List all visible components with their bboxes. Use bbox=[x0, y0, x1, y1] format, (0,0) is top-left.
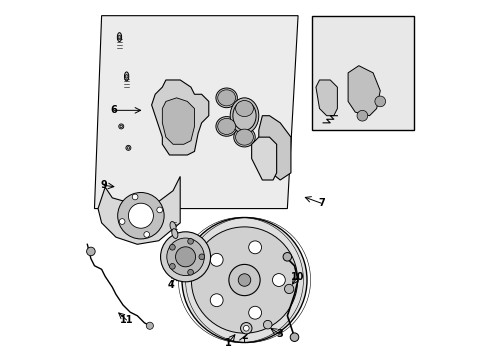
Ellipse shape bbox=[124, 72, 128, 81]
Text: 5: 5 bbox=[171, 241, 178, 251]
Circle shape bbox=[118, 193, 164, 239]
Text: 3: 3 bbox=[276, 329, 283, 339]
Circle shape bbox=[175, 247, 195, 267]
Circle shape bbox=[157, 207, 162, 213]
Circle shape bbox=[191, 227, 297, 333]
Ellipse shape bbox=[217, 90, 235, 106]
Circle shape bbox=[86, 247, 95, 256]
Polygon shape bbox=[94, 16, 298, 208]
Ellipse shape bbox=[233, 99, 255, 118]
Circle shape bbox=[199, 254, 204, 260]
Text: 9: 9 bbox=[101, 180, 107, 190]
Circle shape bbox=[146, 322, 153, 329]
Circle shape bbox=[238, 274, 250, 286]
Circle shape bbox=[356, 111, 367, 121]
Ellipse shape bbox=[216, 117, 237, 136]
Circle shape bbox=[187, 238, 193, 244]
Ellipse shape bbox=[125, 145, 131, 150]
Circle shape bbox=[248, 241, 261, 254]
Ellipse shape bbox=[170, 221, 176, 231]
Ellipse shape bbox=[119, 124, 123, 129]
Circle shape bbox=[119, 219, 125, 224]
Ellipse shape bbox=[233, 127, 255, 147]
Circle shape bbox=[228, 264, 260, 296]
Polygon shape bbox=[162, 98, 194, 144]
Ellipse shape bbox=[230, 98, 258, 134]
Polygon shape bbox=[347, 66, 380, 116]
Ellipse shape bbox=[217, 118, 235, 134]
Circle shape bbox=[210, 294, 223, 307]
Circle shape bbox=[132, 194, 138, 200]
Circle shape bbox=[210, 253, 223, 266]
Circle shape bbox=[284, 284, 293, 294]
Circle shape bbox=[187, 269, 193, 275]
Circle shape bbox=[283, 252, 291, 261]
Ellipse shape bbox=[171, 229, 178, 238]
Text: 4: 4 bbox=[167, 280, 174, 291]
Text: 8: 8 bbox=[353, 37, 360, 48]
Circle shape bbox=[272, 274, 285, 287]
Ellipse shape bbox=[235, 129, 253, 145]
Circle shape bbox=[374, 96, 385, 107]
Circle shape bbox=[143, 231, 149, 237]
Polygon shape bbox=[98, 176, 180, 244]
Ellipse shape bbox=[125, 75, 128, 78]
Polygon shape bbox=[258, 116, 290, 180]
Ellipse shape bbox=[118, 35, 121, 39]
Circle shape bbox=[169, 264, 175, 269]
Text: 1: 1 bbox=[224, 338, 231, 347]
Ellipse shape bbox=[232, 101, 256, 130]
Circle shape bbox=[160, 232, 210, 282]
Polygon shape bbox=[151, 80, 208, 155]
Circle shape bbox=[243, 325, 248, 331]
Text: 7: 7 bbox=[317, 198, 324, 208]
Circle shape bbox=[128, 203, 153, 228]
Ellipse shape bbox=[216, 88, 237, 108]
Text: 6: 6 bbox=[110, 105, 117, 115]
Polygon shape bbox=[251, 137, 276, 180]
Polygon shape bbox=[315, 80, 337, 116]
Circle shape bbox=[182, 217, 306, 342]
Ellipse shape bbox=[235, 100, 253, 117]
Text: 11: 11 bbox=[120, 315, 133, 325]
Circle shape bbox=[166, 238, 204, 275]
Circle shape bbox=[169, 244, 175, 250]
Circle shape bbox=[263, 320, 271, 329]
Ellipse shape bbox=[117, 33, 122, 41]
Text: 2: 2 bbox=[241, 332, 247, 342]
Text: 10: 10 bbox=[290, 272, 304, 282]
Circle shape bbox=[240, 323, 251, 334]
Circle shape bbox=[248, 306, 261, 319]
Circle shape bbox=[290, 333, 298, 342]
Bar bbox=[312, 16, 413, 130]
